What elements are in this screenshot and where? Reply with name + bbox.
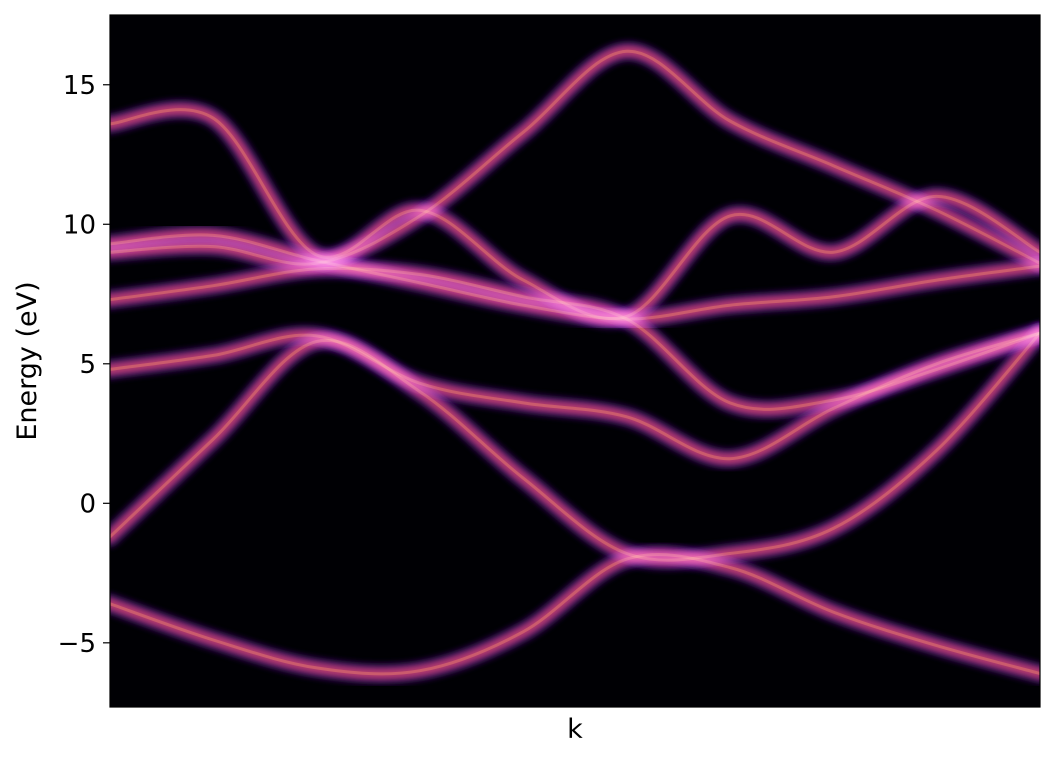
- y-tick-label: 15: [63, 71, 96, 101]
- band-7: [110, 98, 1040, 330]
- band-1-glow-4: [110, 553, 1040, 676]
- band-1: [110, 543, 1040, 685]
- plot-frame: [109, 14, 1041, 708]
- y-axis-label: Energy (eV): [12, 281, 43, 440]
- y-tick-label: 10: [63, 210, 96, 240]
- band-2: [110, 322, 1040, 572]
- band-2-glow-4: [110, 331, 1040, 562]
- y-axis: −5 0 5 10 15: [58, 71, 110, 659]
- x-axis-label: k: [567, 714, 583, 745]
- y-tick-label: 5: [79, 350, 96, 380]
- band-layer: [110, 40, 1040, 685]
- band-7-glow-4: [110, 108, 1040, 321]
- y-tick-label: −5: [58, 629, 96, 659]
- y-tick-label: 0: [79, 489, 96, 519]
